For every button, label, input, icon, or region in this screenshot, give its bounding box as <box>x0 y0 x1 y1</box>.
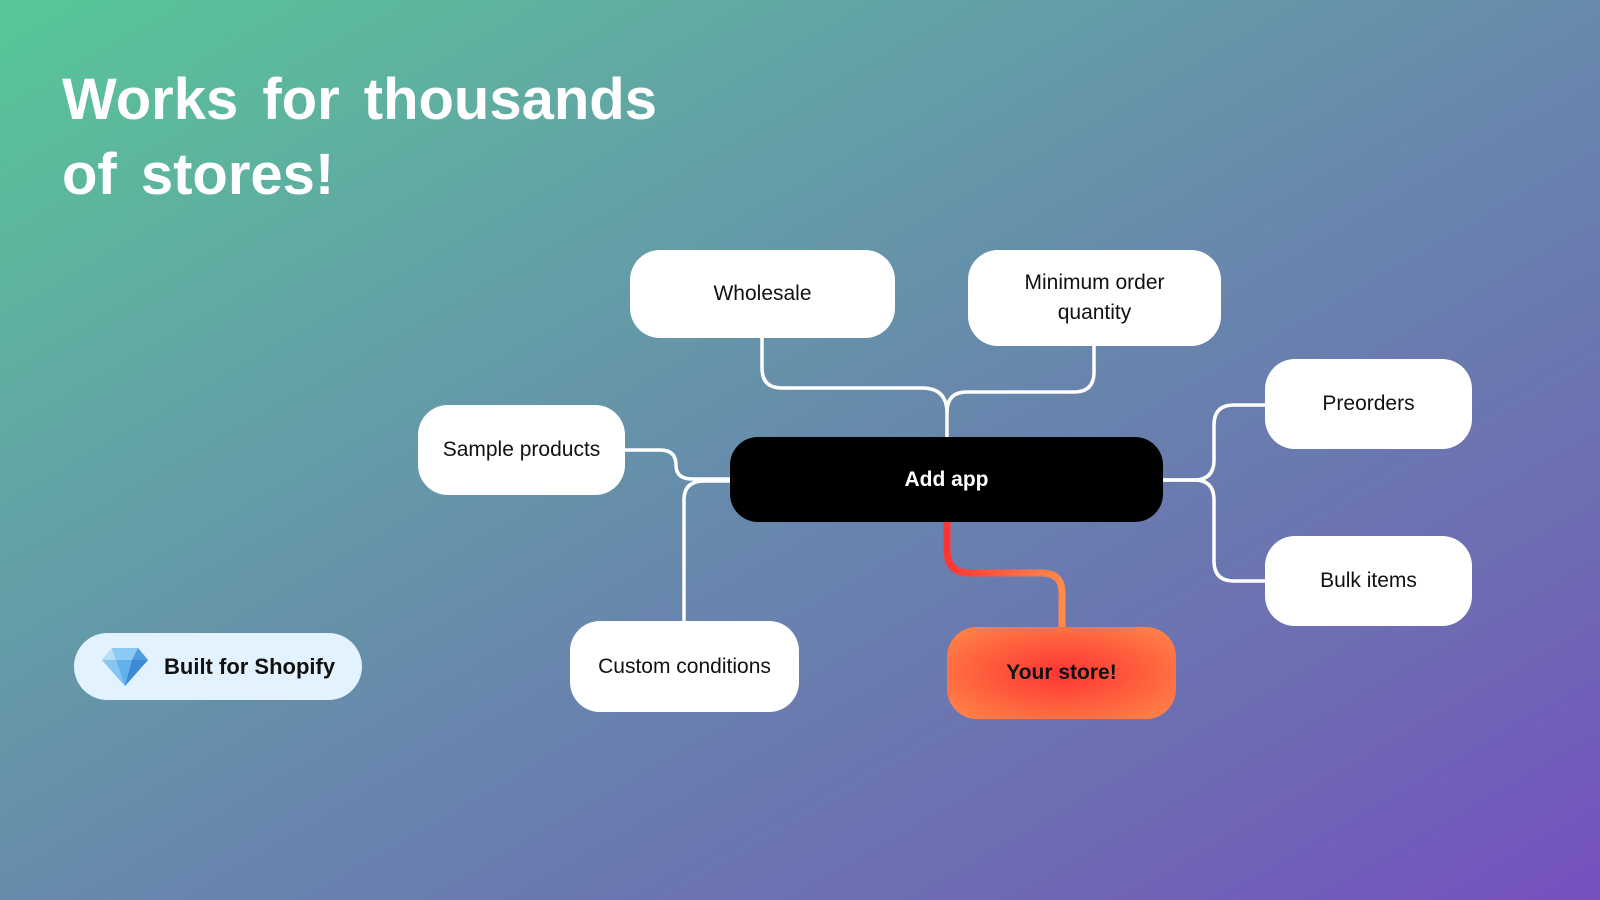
link-wholesale <box>760 338 949 437</box>
link-minimum-order <box>945 346 1096 413</box>
link-sample-products <box>625 448 730 481</box>
link-your-store <box>943 522 1066 627</box>
node-bulk-items: Bulk items <box>1265 536 1472 626</box>
page-title: Works for thousands of stores! <box>62 67 657 207</box>
node-sample-products: Sample products <box>418 405 625 495</box>
node-custom-conditions: Custom conditions <box>570 621 799 712</box>
node-wholesale: Wholesale <box>630 250 895 338</box>
diamond-icon <box>102 647 148 686</box>
link-preorders <box>1163 403 1265 482</box>
link-bulk-items <box>1163 478 1265 583</box>
add-app-button[interactable]: Add app <box>730 437 1163 522</box>
link-custom-conditions <box>682 479 730 621</box>
node-minimum-order-quantity: Minimum order quantity <box>968 250 1221 346</box>
node-preorders: Preorders <box>1265 359 1472 449</box>
built-for-shopify-badge: Built for Shopify <box>74 633 362 700</box>
badge-label: Built for Shopify <box>164 653 336 679</box>
node-your-store: Your store! <box>947 627 1176 719</box>
